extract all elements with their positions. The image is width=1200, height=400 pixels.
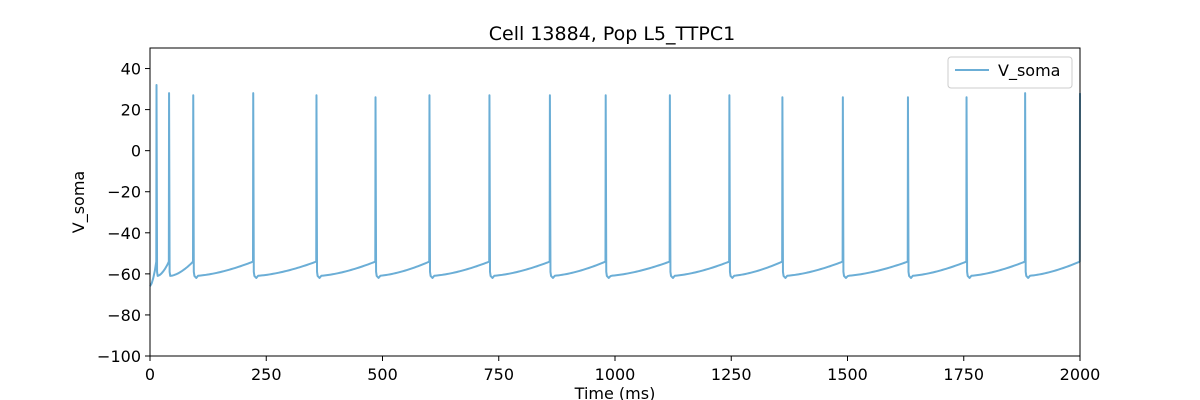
legend: V_soma [947,56,1073,89]
y-tick-label: −100 [97,347,141,366]
y-tick-label: 40 [121,60,141,79]
x-tick-label: 500 [367,365,398,384]
x-tick-label: 2000 [1060,365,1101,384]
x-axis: 0 250 500 750 1000 1250 1500 1750 2000 [145,356,1100,384]
y-tick-label: 20 [121,101,141,120]
x-tick-label: 1750 [943,365,984,384]
x-tick-label: 1500 [827,365,868,384]
y-tick-label: −20 [107,183,141,202]
series-line-v-soma [149,83,1081,287]
x-axis-label: Time (ms) [574,384,656,400]
plot-frame [149,47,1081,357]
plot-area [149,83,1081,287]
y-axis: −100 −80 −60 −40 −20 0 20 40 [97,60,150,366]
x-tick-label: 250 [251,365,282,384]
x-tick-label: 1000 [595,365,636,384]
y-axis-label: V_soma [69,171,89,233]
x-tick-label: 0 [145,365,155,384]
chart-title: Cell 13884, Pop L5_TTPC1 [489,23,735,45]
x-tick-label: 750 [483,365,514,384]
legend-label: V_soma [998,61,1060,81]
x-tick-label: 1250 [711,365,752,384]
y-tick-label: −80 [107,306,141,325]
y-tick-label: −40 [107,224,141,243]
y-tick-label: −60 [107,265,141,284]
y-tick-label: 0 [131,142,141,161]
legend-box [947,56,1073,89]
